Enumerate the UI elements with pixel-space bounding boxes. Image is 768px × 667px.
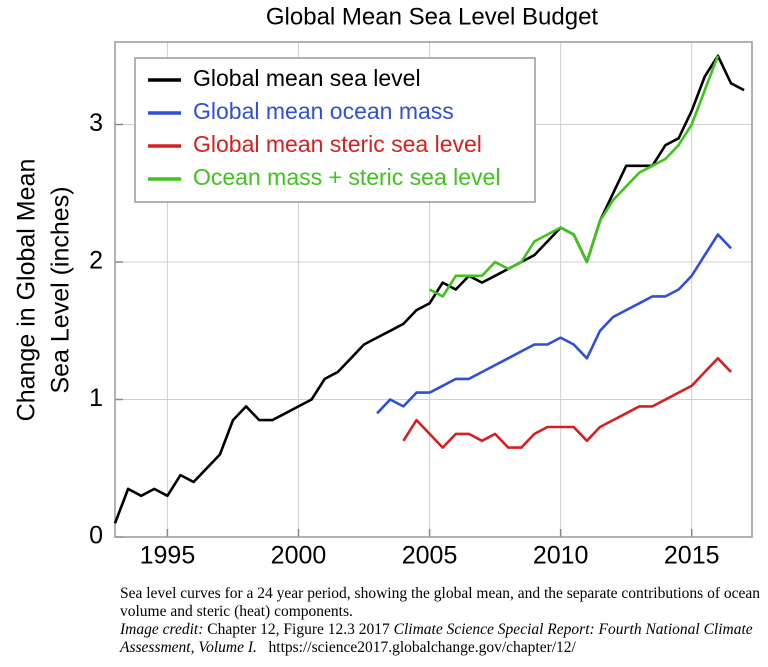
x-tick-label: 1995	[140, 542, 196, 570]
credit-title: Climate Science Special Report: Fourth N…	[120, 621, 753, 656]
credit-text: Chapter 12, Figure 12.3 2017	[207, 621, 390, 638]
y-axis-label: Change in Global Mean	[13, 159, 41, 422]
caption: Sea level curves for a 24 year period, s…	[120, 585, 760, 657]
legend-label: Global mean steric sea level	[193, 131, 482, 157]
legend: Global mean sea level Global mean ocean m…	[134, 57, 536, 203]
chart-title: Global Mean Sea Level Budget	[266, 3, 599, 30]
legend-box	[134, 57, 536, 203]
plot-frame	[114, 41, 753, 538]
series-line	[376, 233, 732, 415]
x-tick-label: 2005	[402, 542, 458, 570]
y-tick-label: 3	[89, 109, 103, 137]
y-tick-label: 2	[89, 247, 103, 275]
x-tick-label: 2015	[664, 542, 720, 570]
x-tick-label: 2000	[271, 542, 327, 570]
y-axis-label: Sea Level (inches)	[47, 186, 75, 393]
credit-label: Image credit:	[120, 621, 204, 638]
y-tick-label: 1	[89, 384, 103, 412]
series-line	[113, 54, 745, 524]
credit-url: https://science2017.globalchange.gov/cha…	[268, 639, 576, 656]
y-tick-label: 0	[89, 522, 103, 550]
x-tick-label: 2010	[533, 542, 589, 570]
legend-label: Ocean mass + steric sea level	[193, 164, 500, 190]
caption-credit: Image credit: Chapter 12, Figure 12.3 20…	[120, 621, 760, 657]
chart: Global Mean Sea Level Budget Change in G…	[13, 3, 753, 570]
series-line	[428, 55, 720, 298]
legend-label: Global mean ocean mass	[193, 98, 454, 124]
series-line	[402, 357, 732, 449]
caption-text: Sea level curves for a 24 year period, s…	[120, 585, 761, 620]
legend-label: Global mean sea level	[193, 65, 421, 91]
